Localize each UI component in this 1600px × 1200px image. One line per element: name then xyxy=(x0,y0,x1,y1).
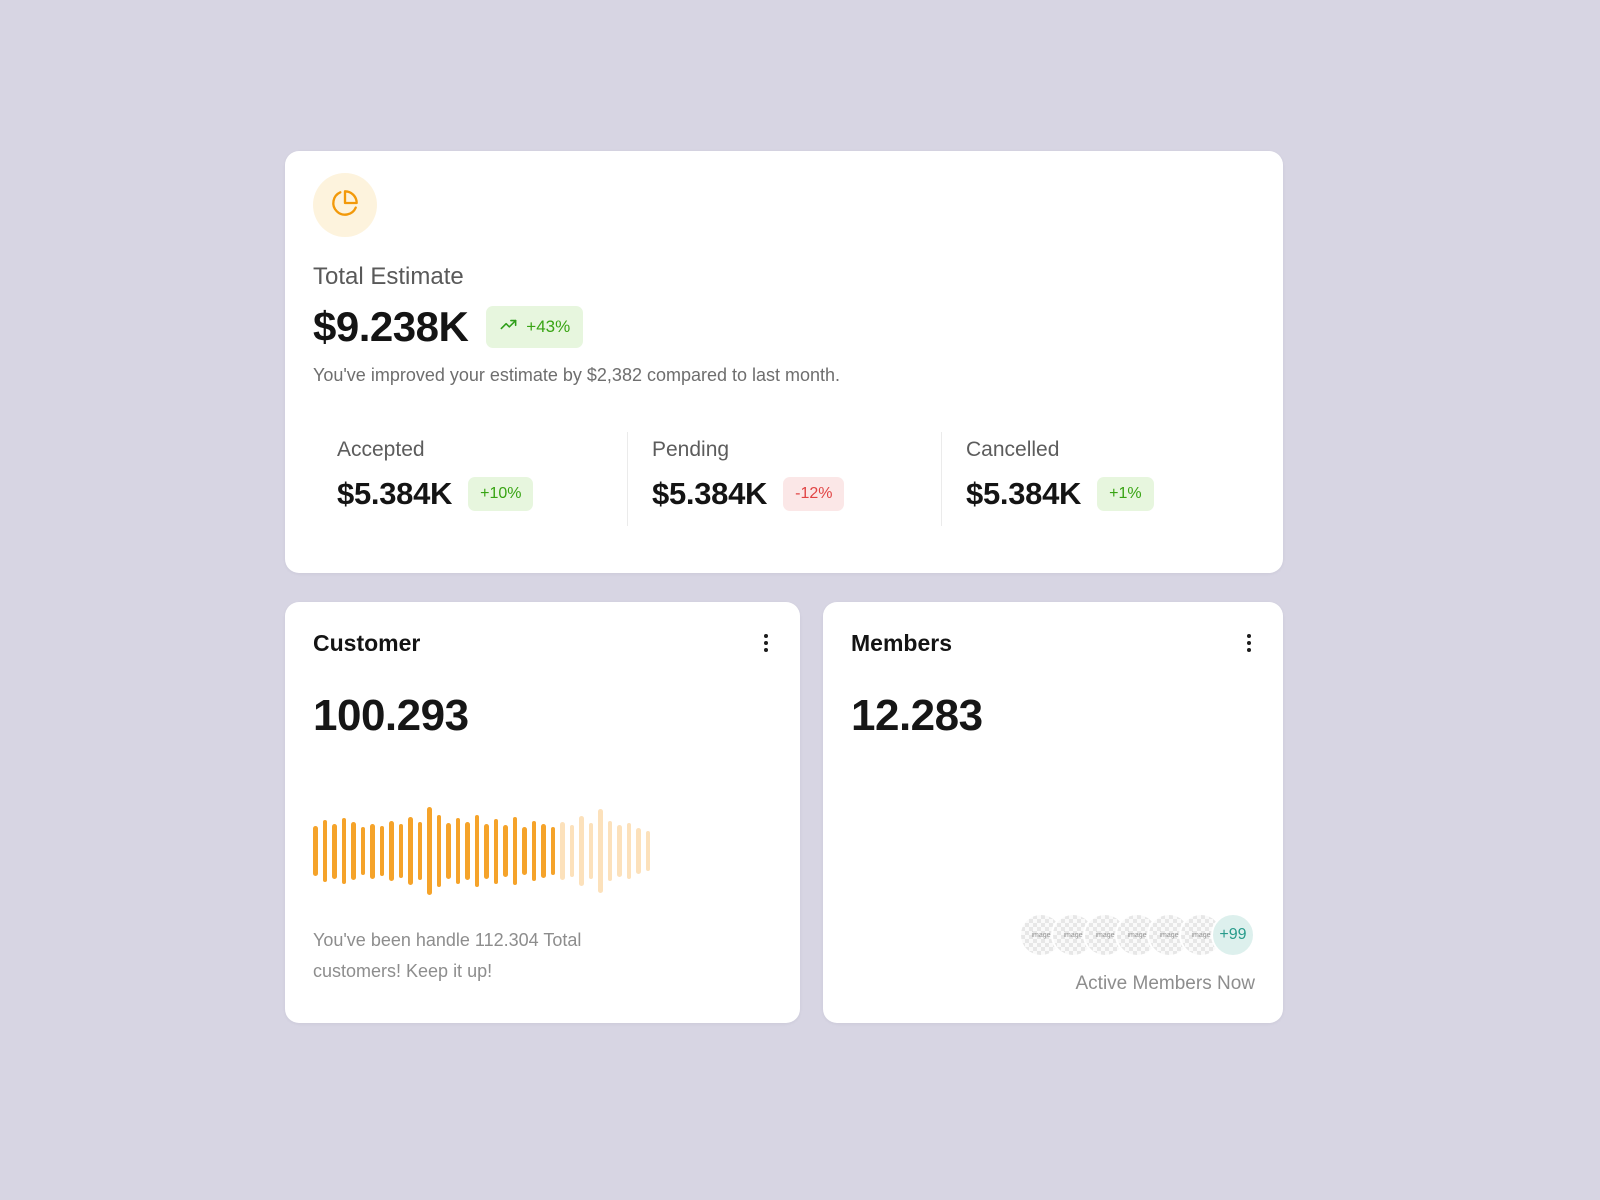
chart-bar xyxy=(465,822,470,880)
breakdown-value: $5.384K xyxy=(337,476,453,511)
customer-bar-chart xyxy=(313,805,772,897)
chart-bar xyxy=(503,825,508,877)
breakdown-change-badge: +1% xyxy=(1097,477,1154,511)
chart-bar xyxy=(541,824,546,878)
breakdown-change-badge: +10% xyxy=(468,477,534,511)
breakdown-value: $5.384K xyxy=(652,476,768,511)
customer-count: 100.293 xyxy=(313,691,469,740)
chart-bar xyxy=(446,823,451,879)
chart-bar xyxy=(569,825,574,877)
members-caption: Active Members Now xyxy=(1075,973,1256,994)
pie-chart-icon xyxy=(331,189,359,222)
chart-bar xyxy=(617,825,622,877)
chart-bar xyxy=(370,823,375,879)
members-card-title: Members xyxy=(851,630,952,656)
customer-card-title: Customer xyxy=(313,630,421,656)
chart-bar xyxy=(474,815,479,887)
avatar-overflow-badge: +99 xyxy=(1211,913,1255,957)
members-count: 12.283 xyxy=(851,691,983,740)
chart-bar xyxy=(427,807,432,895)
chart-bar xyxy=(351,822,356,880)
chart-bar xyxy=(389,821,394,881)
pie-chart-icon-wrap xyxy=(313,173,377,237)
chart-bar xyxy=(455,818,460,884)
chart-bar xyxy=(512,817,517,885)
chart-bar xyxy=(531,821,536,881)
breakdown-label: Pending xyxy=(652,438,730,461)
customer-card: Customer 100.293 You've been handle 112.… xyxy=(285,602,800,1023)
customer-caption: You've been handle 112.304 Total custome… xyxy=(313,930,582,981)
members-card: Members 12.283 image image image image image… xyxy=(823,602,1283,1023)
chart-bar xyxy=(598,809,603,893)
breakdown-label: Accepted xyxy=(337,438,425,461)
chart-bar xyxy=(560,822,565,880)
chart-bar xyxy=(493,818,498,884)
kebab-menu-icon[interactable] xyxy=(760,630,772,656)
estimate-description: You've improved your estimate by $2,382 … xyxy=(313,365,841,385)
estimate-trend-value: +43% xyxy=(526,317,571,336)
kebab-menu-icon[interactable] xyxy=(1243,630,1255,656)
trending-up-icon xyxy=(499,315,518,339)
breakdown-label: Cancelled xyxy=(966,438,1060,461)
chart-bar xyxy=(408,817,413,885)
members-avatars: image image image image image image +99 xyxy=(1019,913,1255,957)
estimate-value: $9.238K xyxy=(313,303,469,350)
breakdown-value: $5.384K xyxy=(966,476,1082,511)
chart-bar xyxy=(313,826,318,876)
chart-bar xyxy=(522,827,527,875)
chart-bar xyxy=(607,821,612,881)
chart-bar xyxy=(341,818,346,884)
breakdown-change-badge: -12% xyxy=(783,477,845,511)
chart-bar xyxy=(588,823,593,879)
chart-bar xyxy=(636,828,641,874)
chart-bar xyxy=(379,826,384,876)
chart-bar xyxy=(550,827,555,875)
chart-bar xyxy=(626,823,631,879)
chart-bar xyxy=(398,824,403,878)
estimate-trend-badge: +43% xyxy=(486,306,584,348)
total-estimate-card: Total Estimate $9.238K +43% You've impro… xyxy=(285,151,1283,573)
breakdown-cancelled: Cancelled $5.384K +1% xyxy=(941,432,1255,526)
chart-bar xyxy=(332,823,337,879)
chart-bar xyxy=(417,822,422,880)
chart-bar xyxy=(645,831,650,871)
chart-bar xyxy=(360,827,365,875)
estimate-title: Total Estimate xyxy=(313,263,464,290)
breakdown-accepted: Accepted $5.384K +10% xyxy=(313,432,627,526)
estimate-breakdown: Accepted $5.384K +10% Pending $5.384K -1… xyxy=(313,432,1255,526)
chart-bar xyxy=(436,815,441,887)
chart-bar xyxy=(484,823,489,879)
chart-bar xyxy=(579,816,584,886)
breakdown-pending: Pending $5.384K -12% xyxy=(627,432,941,526)
chart-bar xyxy=(322,820,327,882)
